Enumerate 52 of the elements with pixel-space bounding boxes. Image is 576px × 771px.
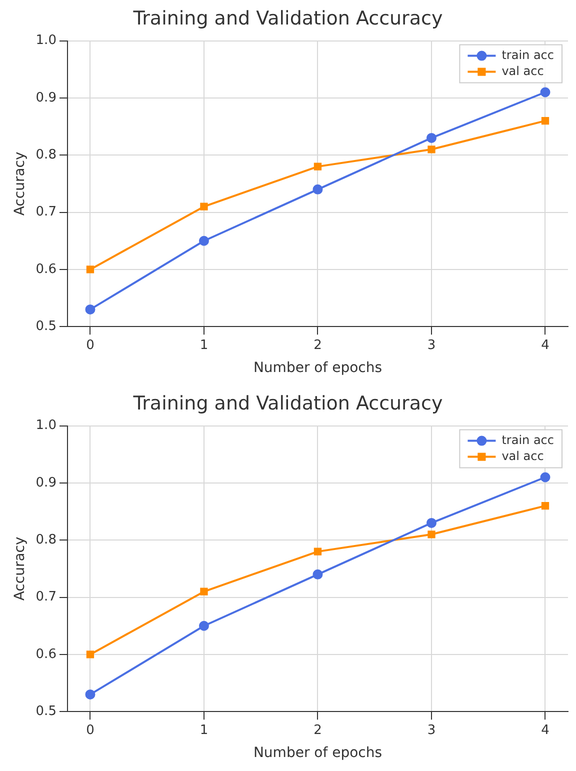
y-tick-label: 0.8 xyxy=(36,147,56,162)
point xyxy=(85,689,96,700)
y-tick-label: 0.5 xyxy=(36,318,56,334)
point xyxy=(86,650,94,658)
point xyxy=(200,202,208,210)
y-tick-label: 0.9 xyxy=(36,90,56,106)
chart-title: Training and Validation Accuracy xyxy=(132,392,443,414)
point xyxy=(312,184,323,194)
chart-title: Training and Validation Accuracy xyxy=(132,7,443,30)
point xyxy=(314,162,322,170)
y-tick-label: 0.5 xyxy=(36,704,56,719)
x-axis-title: Number of epochs xyxy=(253,360,382,376)
point xyxy=(426,132,436,143)
point xyxy=(312,569,323,580)
x-tick-label: 2 xyxy=(314,338,322,353)
point xyxy=(428,146,436,154)
x-tick-label: 4 xyxy=(541,338,550,353)
x-tick-label: 0 xyxy=(86,338,94,353)
x-tick-label: 3 xyxy=(427,722,436,738)
x-tick-label: 3 xyxy=(427,338,436,353)
legend-label: train acc xyxy=(502,48,554,62)
y-tick-label: 1.0 xyxy=(36,418,56,434)
y-tick-label: 0.6 xyxy=(36,646,56,662)
x-tick-label: 1 xyxy=(200,338,208,353)
x-tick-label: 4 xyxy=(541,722,550,738)
y-tick-label: 0.7 xyxy=(36,204,56,220)
y-axis-title: Accuracy xyxy=(12,536,28,601)
x-tick-label: 1 xyxy=(200,722,208,738)
legend-label: train acc xyxy=(502,432,554,447)
point xyxy=(198,236,209,246)
point xyxy=(314,548,322,556)
y-tick-label: 0.9 xyxy=(36,475,56,490)
x-axis-title: Number of epochs xyxy=(253,745,382,762)
y-tick-label: 0.6 xyxy=(36,262,56,277)
legend-label: val acc xyxy=(502,448,544,463)
point xyxy=(85,304,96,314)
x-tick-label: 0 xyxy=(86,722,94,738)
point xyxy=(200,588,208,596)
point xyxy=(426,518,436,528)
y-tick-label: 0.8 xyxy=(36,532,56,548)
point xyxy=(428,530,436,538)
point xyxy=(541,502,550,510)
point xyxy=(540,472,550,482)
point xyxy=(540,87,550,98)
y-tick-label: 1.0 xyxy=(36,33,56,48)
point xyxy=(541,116,550,125)
y-axis-title: Accuracy xyxy=(12,152,28,216)
point xyxy=(86,266,94,274)
point xyxy=(198,620,209,631)
y-tick-label: 0.7 xyxy=(36,590,56,605)
x-tick-label: 2 xyxy=(314,722,322,738)
legend-label: val acc xyxy=(502,64,544,78)
